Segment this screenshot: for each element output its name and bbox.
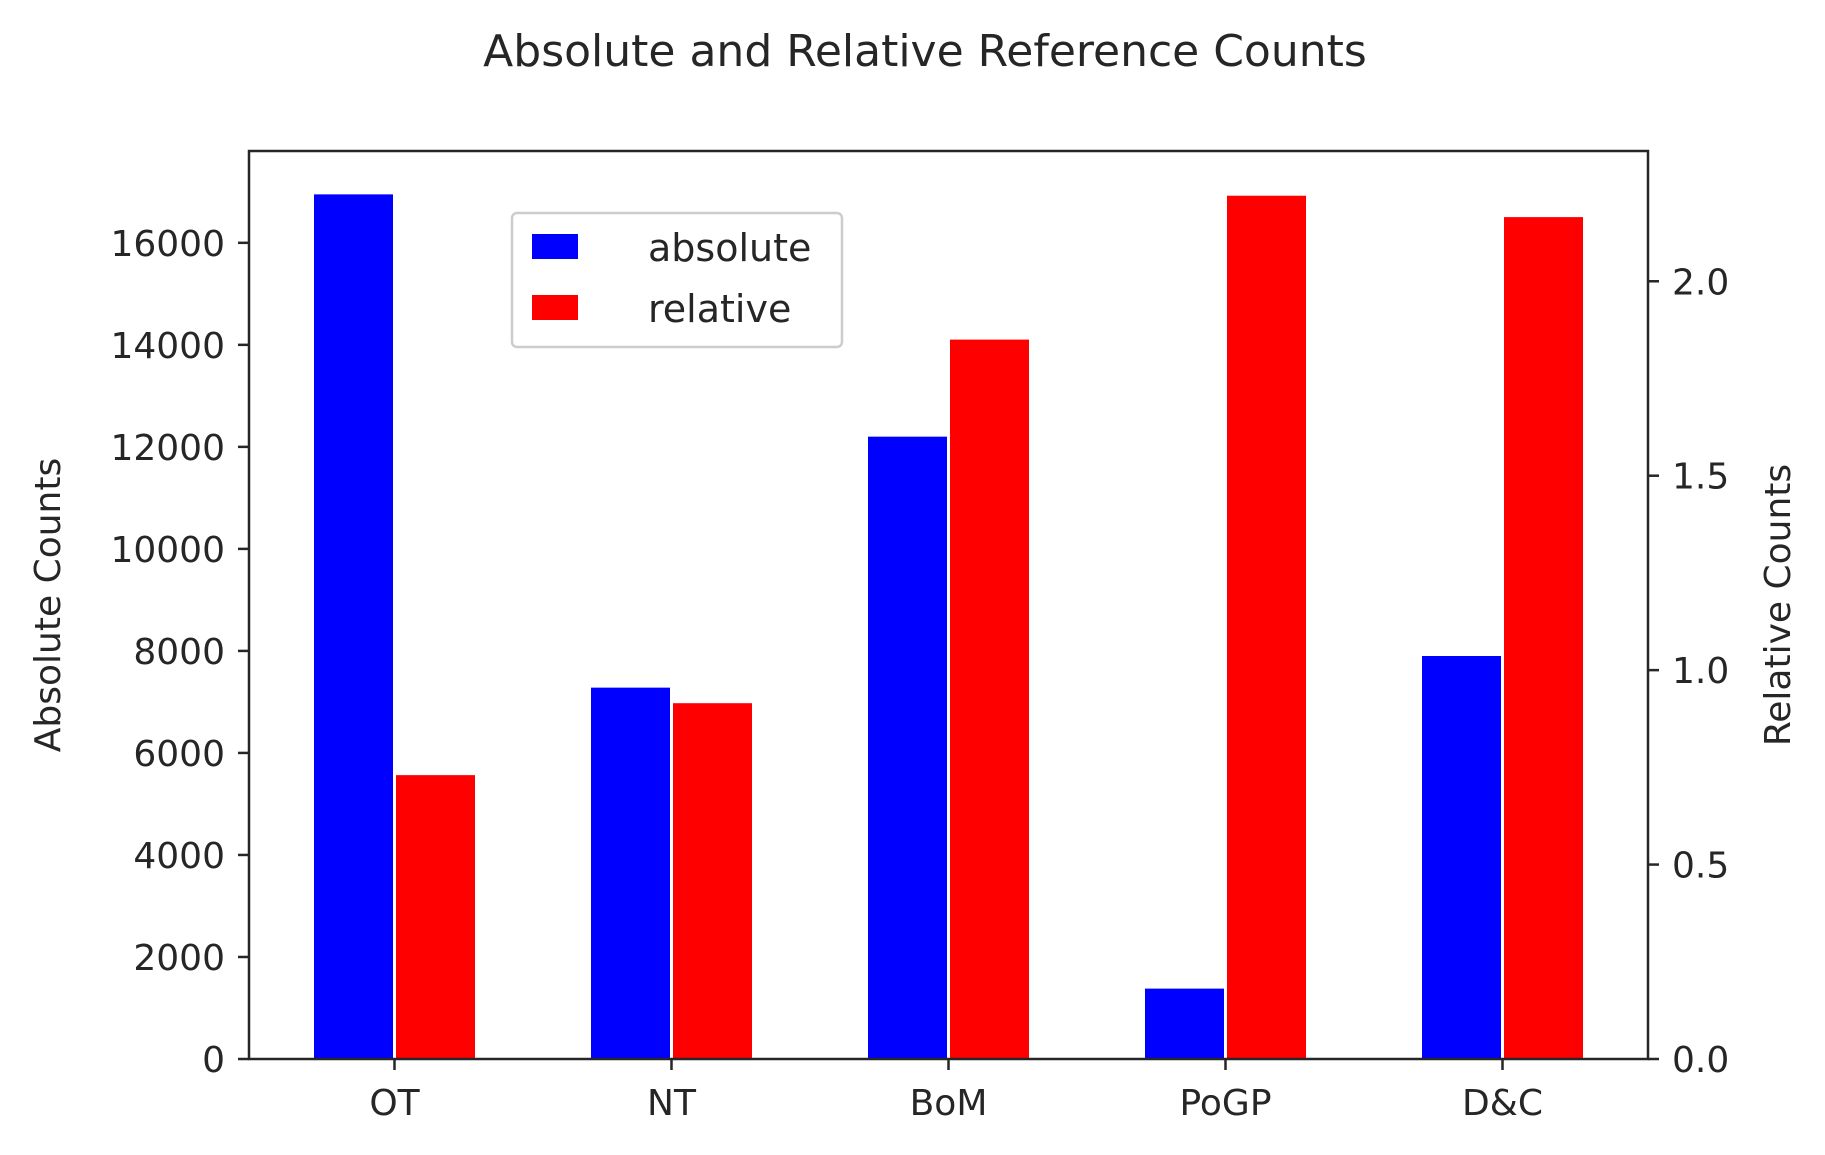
bar-absolute-nt <box>591 687 670 1059</box>
right-tick-label: 1.0 <box>1672 651 1729 692</box>
x-tick-label-pogp: PoGP <box>1179 1083 1271 1124</box>
bar-absolute-bom <box>868 436 947 1059</box>
x-tick-label-d-c: D&C <box>1462 1083 1543 1124</box>
left-tick-label: 0 <box>202 1040 225 1081</box>
bar-relative-ot <box>396 775 475 1059</box>
legend-label-absolute: absolute <box>648 226 811 270</box>
bar-relative-d-c <box>1504 217 1583 1060</box>
bar-absolute-d-c <box>1422 656 1501 1059</box>
left-tick-label: 8000 <box>133 632 225 673</box>
left-tick-label: 2000 <box>133 938 225 979</box>
left-tick-label: 6000 <box>133 734 225 775</box>
left-tick-label: 4000 <box>133 836 225 877</box>
left-tick-label: 16000 <box>110 224 225 265</box>
x-tick-label-ot: OT <box>369 1083 420 1124</box>
left-y-axis: 0 2000 4000 6000 8000 10000 12000 14000 16000 <box>110 224 249 1081</box>
legend: absolute relative <box>510 211 844 349</box>
chart-title: Absolute and Relative Reference Counts <box>483 26 1367 77</box>
x-tick-label-nt: NT <box>647 1083 697 1124</box>
legend-frame <box>510 211 844 349</box>
left-tick-label: 10000 <box>110 530 225 571</box>
bar-relative-bom <box>950 339 1029 1059</box>
right-y-axis-label: Relative Counts <box>1758 464 1799 746</box>
right-tick-label: 1.5 <box>1672 457 1729 498</box>
bar-relative-pogp <box>1227 195 1306 1059</box>
x-axis: OT NT BoM PoGP D&C <box>369 1059 1543 1124</box>
bar-absolute-pogp <box>1145 988 1224 1059</box>
right-tick-label: 2.0 <box>1672 262 1729 303</box>
x-tick-label-bom: BoM <box>910 1083 988 1124</box>
left-tick-label: 12000 <box>110 428 225 469</box>
right-y-axis: 0.0 0.5 1.0 1.5 2.0 <box>1648 262 1729 1081</box>
bars-group <box>314 194 1583 1060</box>
legend-swatch-absolute <box>532 234 578 259</box>
legend-label-relative: relative <box>648 287 791 331</box>
right-tick-label: 0.0 <box>1672 1040 1729 1081</box>
left-tick-label: 14000 <box>110 326 225 367</box>
bar-relative-nt <box>673 703 752 1059</box>
left-y-axis-label: Absolute Counts <box>28 458 69 752</box>
legend-swatch-relative <box>532 295 578 320</box>
bar-absolute-ot <box>314 194 393 1059</box>
right-tick-label: 0.5 <box>1672 846 1729 887</box>
